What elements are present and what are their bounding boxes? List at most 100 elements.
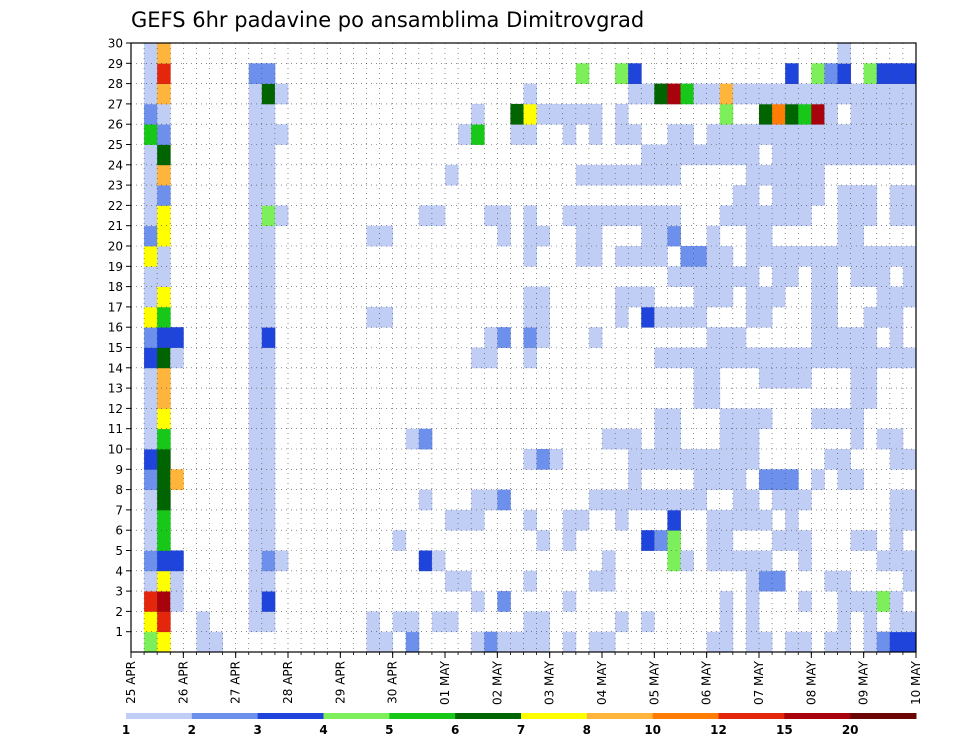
heatmap-cell: [628, 124, 642, 145]
heatmap-cell: [248, 469, 263, 490]
heatmap-cell: [144, 286, 158, 308]
heatmap-cell: [719, 611, 734, 633]
heatmap-cell: [706, 327, 721, 348]
x-axis-ticks: 25 APR 26 APR 27 APR 28 APR 29 APR 30 APR 01 M…: [124, 652, 923, 705]
heatmap-cell: [798, 530, 812, 551]
heatmap-cell: [850, 246, 865, 267]
heatmap-cell: [654, 428, 668, 450]
y-tick-label: 10: [108, 443, 123, 457]
heatmap-cell: [759, 164, 773, 186]
heatmap-cell: [732, 509, 747, 531]
x-tick-label: 26 APR: [176, 661, 190, 704]
heatmap-cell: [889, 144, 904, 166]
y-tick-label: 24: [108, 158, 123, 172]
heatmap-cell: [902, 144, 917, 166]
heatmap-cell: [144, 611, 158, 633]
heatmap-cell: [523, 631, 537, 653]
x-tick-label: 06 MAY: [700, 660, 714, 705]
heatmap-cell: [445, 164, 459, 186]
heatmap-cell: [732, 205, 747, 227]
heatmap-cell: [523, 205, 537, 227]
heatmap-cell: [745, 144, 760, 166]
heatmap-cell: [157, 530, 171, 551]
heatmap-cell: [772, 124, 786, 145]
heatmap-cell: [667, 449, 681, 470]
x-tick-label: 28 APR: [281, 661, 295, 704]
heatmap-cell: [667, 408, 681, 430]
heatmap-cell: [536, 611, 551, 633]
y-tick-label: 3: [115, 585, 123, 599]
heatmap-cell: [274, 550, 289, 572]
heatmap-cell: [536, 327, 551, 348]
heatmap-cell: [261, 185, 276, 206]
heatmap-cell: [863, 347, 878, 369]
heatmap-cell: [745, 286, 760, 308]
heatmap-cell: [261, 449, 276, 470]
heatmap-cell: [458, 509, 472, 531]
heatmap-cell: [837, 43, 851, 64]
heatmap-cell: [157, 631, 171, 653]
colorbar-label: 7: [517, 723, 525, 737]
heatmap-cell: [811, 63, 825, 84]
heatmap-cell: [772, 286, 786, 308]
heatmap-cell: [706, 631, 721, 653]
heatmap-cell: [248, 428, 263, 450]
heatmap-cell: [706, 144, 721, 166]
heatmap-cell: [889, 428, 904, 450]
heatmap-cell: [889, 611, 904, 633]
colorbar-label: 10: [644, 723, 661, 737]
heatmap-cell: [261, 306, 276, 328]
heatmap-cell: [588, 631, 603, 653]
heatmap-cell: [902, 205, 917, 227]
heatmap-cell: [157, 205, 171, 227]
heatmap-cell: [588, 246, 603, 267]
heatmap-cell: [261, 591, 276, 612]
heatmap-cell: [719, 509, 734, 531]
heatmap-cell: [484, 327, 498, 348]
x-tick-label: 03 MAY: [543, 660, 557, 705]
heatmap-cell: [902, 570, 917, 592]
heatmap-cell: [719, 266, 734, 287]
heatmap-cell: [680, 246, 694, 267]
heatmap-cell: [602, 428, 616, 450]
heatmap-cell: [562, 205, 577, 227]
heatmap-cell: [902, 124, 917, 145]
heatmap-cell: [667, 509, 681, 531]
heatmap-cell: [785, 469, 799, 490]
heatmap-cell: [902, 611, 917, 633]
heatmap-cell: [484, 489, 498, 511]
heatmap-cell: [889, 509, 904, 531]
heatmap-cell: [654, 83, 668, 105]
colorbar-swatch: [455, 713, 522, 719]
heatmap-cell: [732, 469, 747, 490]
heatmap-cell: [562, 631, 577, 653]
heatmap-cell: [392, 530, 407, 551]
heatmap-cell: [523, 611, 537, 633]
heatmap-cell: [889, 550, 904, 572]
heatmap-cell: [157, 43, 171, 64]
heatmap-cell: [144, 469, 158, 490]
heatmap-cell: [248, 530, 263, 551]
x-tick-label: 02 MAY: [490, 660, 504, 705]
heatmap-cell: [641, 489, 655, 511]
heatmap-cell: [745, 428, 760, 450]
heatmap-cell: [680, 550, 694, 572]
heatmap-cell: [261, 225, 276, 247]
heatmap-cell: [850, 103, 865, 125]
heatmap-cell: [837, 225, 851, 247]
heatmap-cell: [261, 327, 276, 348]
heatmap-cell: [772, 185, 786, 206]
y-tick-label: 9: [115, 463, 123, 477]
heatmap-cell: [759, 225, 773, 247]
heatmap-cell: [745, 225, 760, 247]
heatmap-cell: [144, 266, 158, 287]
x-tick-label: 25 APR: [124, 661, 138, 704]
heatmap-cell: [798, 144, 812, 166]
heatmap-cell: [811, 124, 825, 145]
heatmap-cell: [837, 469, 851, 490]
y-tick-label: 17: [108, 300, 123, 314]
heatmap-cell: [510, 631, 524, 653]
heatmap-cell: [157, 570, 171, 592]
heatmap-cell: [745, 347, 760, 369]
colorbar-swatch: [323, 713, 390, 719]
